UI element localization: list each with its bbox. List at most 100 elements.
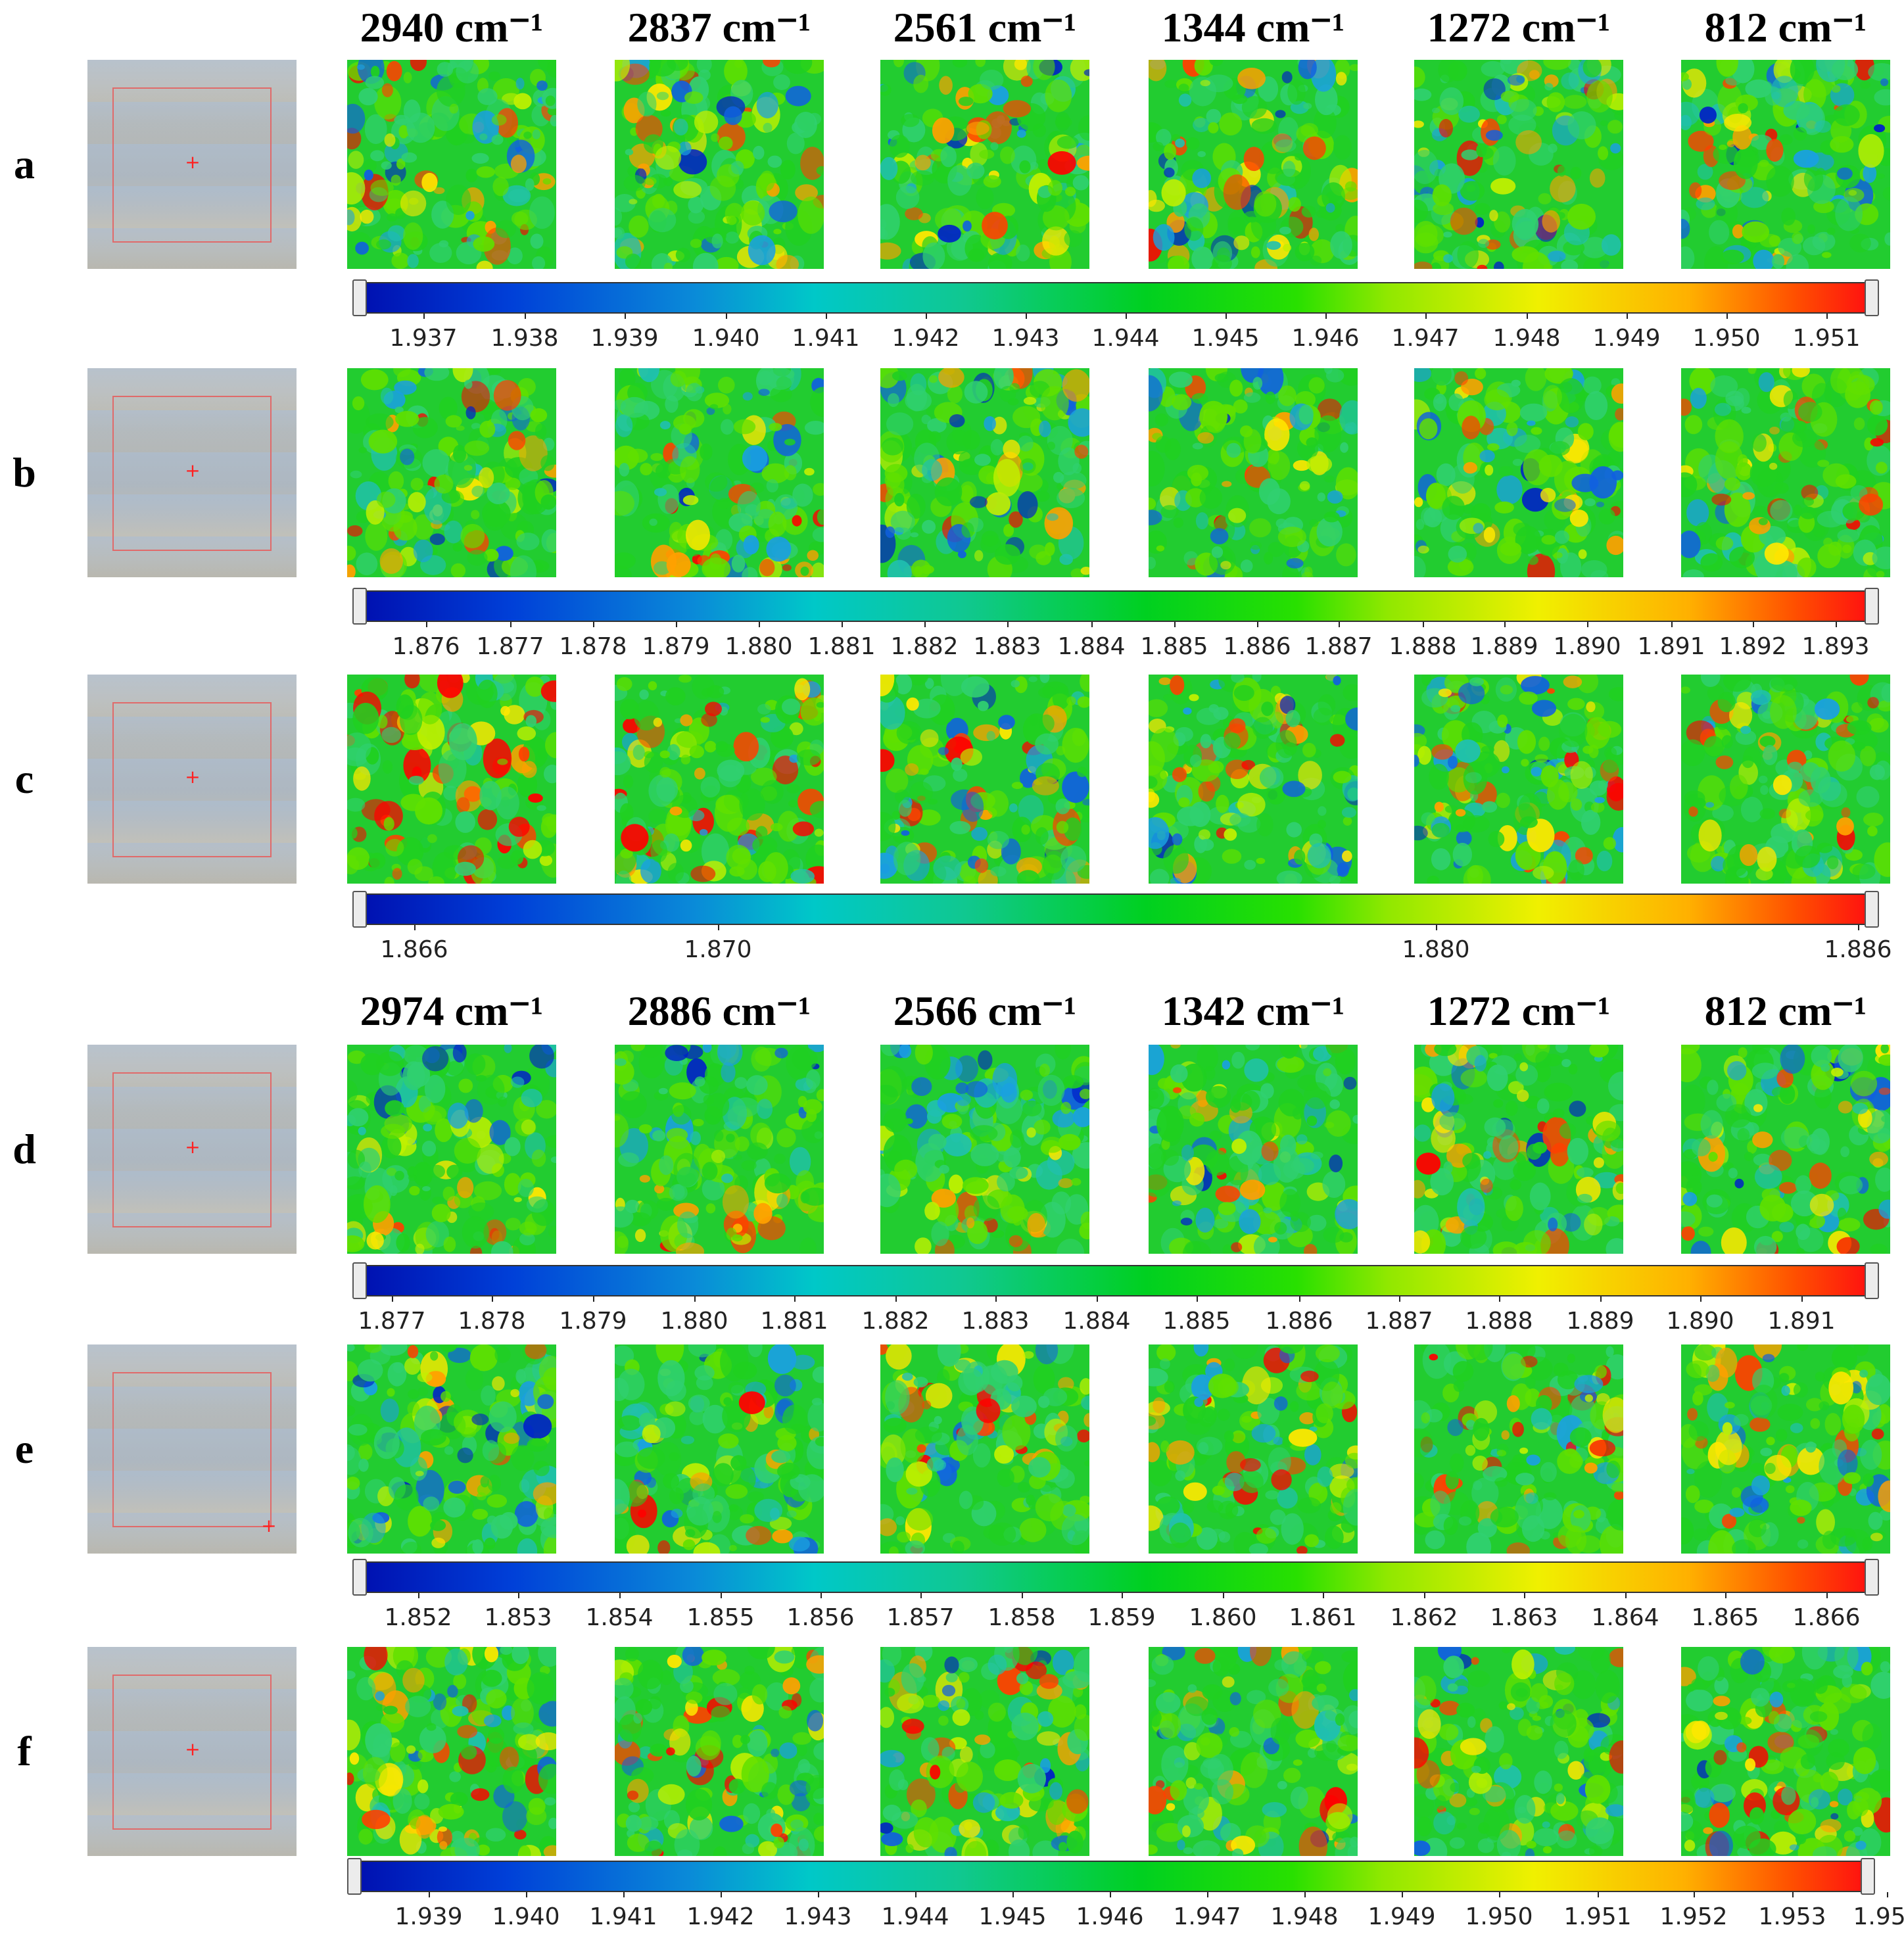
heat-blob: [884, 472, 901, 488]
heat-blob: [1563, 95, 1587, 109]
heat-blob: [374, 801, 403, 831]
heat-blob: [1485, 239, 1501, 250]
heat-blob: [740, 1514, 755, 1524]
heat-blob: [690, 239, 702, 249]
colorbar-min-handle[interactable]: [352, 1262, 367, 1299]
heat-blob: [1010, 1130, 1024, 1148]
heat-blob: [1335, 1199, 1358, 1229]
heat-blob: [655, 145, 682, 170]
heat-blob: [797, 197, 824, 234]
heat-blob: [1837, 529, 1860, 543]
heat-blob: [675, 247, 691, 262]
heat-blob: [1531, 767, 1542, 776]
heat-blob: [1035, 551, 1051, 565]
heat-blob: [648, 808, 667, 824]
heat-blob: [353, 766, 371, 791]
heat-blob: [529, 1045, 554, 1069]
heat-blob: [417, 1387, 429, 1396]
colorbar-max-handle[interactable]: [1865, 588, 1879, 625]
heat-blob: [1681, 739, 1705, 767]
heat-blob: [1337, 862, 1349, 877]
colorbar-tickmark: [1091, 622, 1093, 627]
heat-blob: [676, 730, 703, 748]
heat-blob: [934, 208, 963, 232]
heat-blob: [1538, 193, 1552, 204]
heat-blob: [1003, 439, 1020, 459]
heat-blob: [773, 74, 790, 91]
heat-blob: [471, 153, 489, 164]
heat-blob: [1740, 796, 1763, 822]
heat-blob: [1565, 416, 1579, 428]
colorbar-tick-label: 1.893: [1801, 633, 1870, 660]
heat-blob: [882, 437, 904, 456]
colorbar-tickmark: [492, 1296, 493, 1302]
heat-blob: [1703, 736, 1724, 757]
heat-blob: [517, 1538, 538, 1554]
heat-blob: [1149, 190, 1157, 207]
heat-blob: [1038, 714, 1055, 733]
heat-blob: [1801, 485, 1819, 501]
roi-rectangle: [112, 87, 272, 243]
heat-blob: [1183, 707, 1192, 715]
colorbar-tick-label: 1.884: [1057, 633, 1126, 660]
heat-blob: [1874, 89, 1890, 106]
colorbar-max-handle[interactable]: [1865, 891, 1879, 928]
heat-blob: [368, 429, 398, 454]
heat-map-canvas: [615, 1344, 824, 1554]
heat-blob: [756, 91, 778, 119]
heat-blob: [906, 383, 927, 412]
heat-blob: [1700, 553, 1723, 572]
heat-blob: [638, 1045, 663, 1058]
heat-map: [1149, 60, 1358, 269]
heat-blob: [1448, 545, 1467, 563]
heat-blob: [1071, 1177, 1082, 1186]
heat-blob: [471, 510, 480, 519]
heat-blob: [767, 368, 795, 390]
heat-blob: [625, 149, 634, 156]
thumbnail-band: [87, 410, 297, 452]
colorbar-min-handle[interactable]: [352, 891, 367, 928]
heat-map: [347, 1344, 556, 1554]
heat-blob: [1681, 1084, 1705, 1118]
heat-blob: [767, 1344, 797, 1374]
heat-blob: [655, 1344, 684, 1366]
colorbar-min-handle[interactable]: [352, 279, 367, 316]
heat-blob: [1158, 1078, 1171, 1089]
heat-blob: [1003, 1147, 1021, 1168]
heat-blob: [1805, 809, 1824, 822]
heat-blob: [1519, 816, 1538, 828]
heat-blob: [759, 559, 775, 577]
heat-blob: [1009, 803, 1018, 813]
heat-blob: [665, 687, 686, 705]
heat-blob: [1083, 69, 1089, 76]
heat-blob: [639, 689, 649, 700]
colorbar-max-handle[interactable]: [1865, 279, 1879, 316]
heat-blob: [488, 71, 501, 81]
heat-blob: [805, 1069, 821, 1089]
heat-blob: [880, 749, 895, 772]
heat-blob: [1759, 808, 1776, 820]
heat-blob: [1460, 1068, 1487, 1087]
colorbar-tickmark: [895, 1296, 897, 1302]
heat-blob: [723, 1397, 732, 1406]
colorbar-max-handle[interactable]: [1865, 1262, 1879, 1299]
heat-blob: [1065, 187, 1076, 197]
heat-blob: [396, 837, 424, 866]
wavenumber-header: 2886 cm⁻¹: [627, 987, 811, 1034]
heat-blob: [1299, 481, 1310, 490]
heat-blob: [1268, 542, 1285, 558]
heat-blob: [1697, 164, 1713, 180]
heat-blob: [1325, 202, 1335, 213]
heat-blob: [1831, 85, 1841, 93]
heat-blob: [955, 1055, 978, 1082]
heat-blob: [666, 1128, 688, 1143]
heat-blob: [670, 370, 687, 387]
heat-blob: [752, 836, 778, 855]
heat-blob: [423, 1124, 433, 1131]
heat-blob: [380, 387, 394, 405]
colorbar-min-handle[interactable]: [352, 588, 367, 625]
heat-blob: [718, 377, 735, 394]
heat-blob: [394, 406, 404, 414]
heat-blob: [1178, 93, 1192, 107]
heat-blob: [407, 254, 419, 268]
